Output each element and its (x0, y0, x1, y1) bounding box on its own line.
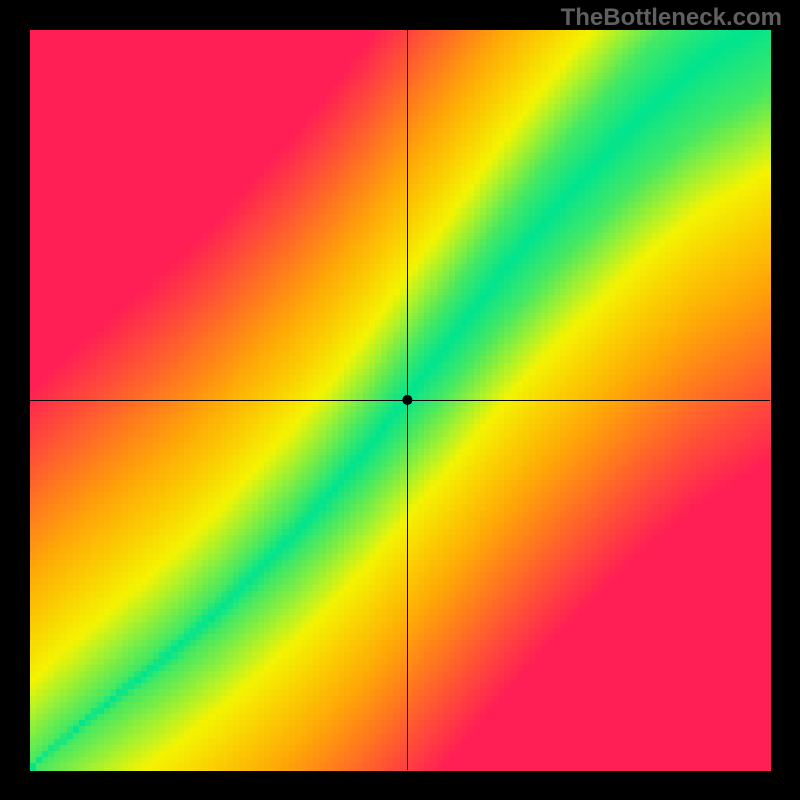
chart-container: TheBottleneck.com (0, 0, 800, 800)
bottleneck-heatmap (0, 0, 800, 800)
watermark-text: TheBottleneck.com (561, 4, 782, 32)
